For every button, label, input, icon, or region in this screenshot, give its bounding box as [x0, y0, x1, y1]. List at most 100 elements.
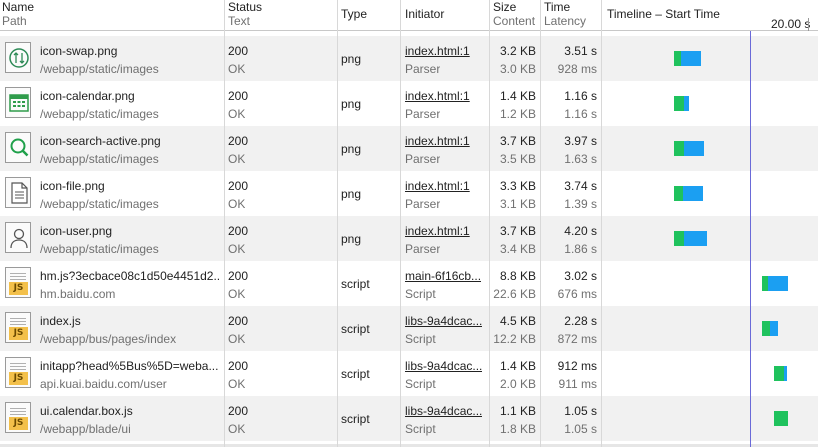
- size-cell: 3.3 KB 3.1 KB: [489, 171, 540, 216]
- type-cell: png: [337, 81, 400, 126]
- name-cell[interactable]: JS index.js/webapp/bus/pages/index: [0, 306, 224, 351]
- status-text: OK: [228, 422, 246, 436]
- type-cell: script: [337, 261, 400, 306]
- table-row[interactable]: JS initapp?head%5Bus%5D=weba... api.kuai.b…: [0, 351, 818, 396]
- request-name[interactable]: icon-file.png: [40, 179, 105, 193]
- initiator-link[interactable]: libs-9a4dcac...: [405, 359, 483, 373]
- horizontal-scrollbar[interactable]: [0, 444, 818, 447]
- name-cell[interactable]: JS initapp?head%5Bus%5D=weba... api.kuai.b…: [0, 351, 224, 396]
- column-header-row: Name Path Status Text Type Initiator Siz…: [0, 0, 818, 31]
- timeline-column-header[interactable]: Timeline – Start Time 20.00 s: [601, 0, 818, 31]
- name-cell[interactable]: JS ui.calendar.box.js/webapp/blade/ui: [0, 396, 224, 441]
- initiator-link[interactable]: index.html:1: [405, 179, 470, 193]
- receiving-segment: [683, 141, 705, 156]
- table-row[interactable]: icon-swap.png/webapp/static/images 200 OK p…: [0, 36, 818, 81]
- table-row[interactable]: JS hm.js?3ecbace08c1d50e4451d2... hm.baidu…: [0, 261, 818, 306]
- size-column-header[interactable]: Size Content: [489, 0, 540, 31]
- file-icon: [5, 177, 31, 208]
- name-cell[interactable]: icon-swap.png/webapp/static/images: [0, 36, 224, 81]
- initiator-link[interactable]: index.html:1: [405, 89, 470, 103]
- transfer-size: 8.8 KB: [499, 269, 536, 283]
- status-cell: 200 OK: [224, 396, 337, 441]
- total-time: 912 ms: [557, 359, 597, 373]
- status-text: OK: [228, 332, 246, 346]
- content-size: 22.6 KB: [493, 287, 536, 301]
- table-row[interactable]: icon-search-active.png/webapp/static/ima…: [0, 126, 818, 171]
- status-code: 200: [228, 359, 249, 373]
- latency-time: 1.05 s: [564, 422, 597, 436]
- latency-time: 1.39 s: [564, 197, 597, 211]
- request-name[interactable]: icon-calendar.png: [40, 89, 135, 103]
- request-name[interactable]: icon-user.png: [40, 224, 113, 238]
- user-icon: [5, 222, 31, 253]
- total-time: 1.16 s: [564, 89, 597, 103]
- timeline-bar[interactable]: [674, 186, 704, 201]
- status-text: OK: [228, 152, 246, 166]
- table-row[interactable]: icon-calendar.png/webapp/static/images 20…: [0, 81, 818, 126]
- status-cell: 200 OK: [224, 171, 337, 216]
- request-name[interactable]: hm.js?3ecbace08c1d50e4451d2...: [40, 269, 220, 283]
- table-row[interactable]: icon-user.png/webapp/static/images 200 OK p…: [0, 216, 818, 261]
- receiving-segment: [680, 51, 702, 66]
- initiator-link[interactable]: index.html:1: [405, 134, 470, 148]
- initiator-link[interactable]: index.html:1: [405, 224, 470, 238]
- waiting-segment: [774, 366, 784, 381]
- initiator-type: Script: [405, 422, 436, 436]
- initiator-link[interactable]: main-6f16cb...: [405, 269, 482, 283]
- name-cell[interactable]: icon-calendar.png/webapp/static/images: [0, 81, 224, 126]
- request-name[interactable]: initapp?head%5Bus%5D=weba...: [40, 359, 219, 373]
- request-path: /webapp/static/images: [40, 152, 159, 166]
- initiator-link[interactable]: libs-9a4dcac...: [405, 314, 483, 328]
- time-cell: 3.02 s 676 ms: [540, 261, 601, 306]
- type-column-header[interactable]: Type: [337, 0, 400, 31]
- size-cell: 8.8 KB 22.6 KB: [489, 261, 540, 306]
- initiator-cell: index.html:1 Parser: [400, 36, 489, 81]
- latency-time: 1.63 s: [564, 152, 597, 166]
- status-text: OK: [228, 62, 246, 76]
- timeline-bar[interactable]: [774, 366, 787, 381]
- table-row[interactable]: JS ui.calendar.box.js/webapp/blade/ui 200 O…: [0, 396, 818, 441]
- name-cell[interactable]: icon-search-active.png/webapp/static/ima…: [0, 126, 224, 171]
- timeline-bar[interactable]: [674, 141, 705, 156]
- timeline-bar[interactable]: [674, 51, 702, 66]
- request-name[interactable]: icon-swap.png: [40, 44, 118, 58]
- initiator-link[interactable]: index.html:1: [405, 44, 470, 58]
- status-column-header[interactable]: Status Text: [224, 0, 337, 31]
- time-column-header[interactable]: Time Latency: [540, 0, 601, 31]
- request-name[interactable]: index.js: [40, 314, 81, 328]
- status-cell: 200 OK: [224, 351, 337, 396]
- status-cell: 200 OK: [224, 126, 337, 171]
- request-type: png: [341, 187, 362, 201]
- content-size: 1.8 KB: [499, 422, 536, 436]
- initiator-link[interactable]: libs-9a4dcac...: [405, 404, 483, 418]
- timeline-bar[interactable]: [774, 411, 789, 426]
- initiator-type: Script: [405, 287, 436, 301]
- table-row[interactable]: JS index.js/webapp/bus/pages/index 200 OK sc…: [0, 306, 818, 351]
- name-cell[interactable]: icon-file.png/webapp/static/images: [0, 171, 224, 216]
- timeline-bar[interactable]: [762, 276, 789, 291]
- initiator-cell: libs-9a4dcac... Script: [400, 306, 489, 351]
- name-cell[interactable]: icon-user.png/webapp/static/images: [0, 216, 224, 261]
- timeline-bar[interactable]: [674, 96, 690, 111]
- time-cell: 1.16 s 1.16 s: [540, 81, 601, 126]
- timeline-bar[interactable]: [762, 321, 779, 336]
- latency-time: 872 ms: [557, 332, 597, 346]
- name-cell[interactable]: JS hm.js?3ecbace08c1d50e4451d2... hm.baidu…: [0, 261, 224, 306]
- request-name[interactable]: icon-search-active.png: [40, 134, 161, 148]
- total-time: 4.20 s: [564, 224, 597, 238]
- latency-time: 928 ms: [557, 62, 597, 76]
- size-cell: 3.7 KB 3.4 KB: [489, 216, 540, 261]
- initiator-column-header[interactable]: Initiator: [400, 0, 489, 31]
- timeline-bar[interactable]: [674, 231, 707, 246]
- table-row[interactable]: icon-file.png/webapp/static/images 200 OK p…: [0, 171, 818, 216]
- time-cell: 1.05 s 1.05 s: [540, 396, 601, 441]
- waiting-segment: [674, 51, 681, 66]
- type-cell: script: [337, 396, 400, 441]
- transfer-size: 1.4 KB: [499, 359, 536, 373]
- content-size: 12.2 KB: [493, 332, 536, 346]
- request-name[interactable]: ui.calendar.box.js: [40, 404, 133, 418]
- name-column-header[interactable]: Name Path: [0, 0, 224, 31]
- status-cell: 200 OK: [224, 216, 337, 261]
- latency-time: 1.16 s: [564, 107, 597, 121]
- initiator-type: Script: [405, 332, 436, 346]
